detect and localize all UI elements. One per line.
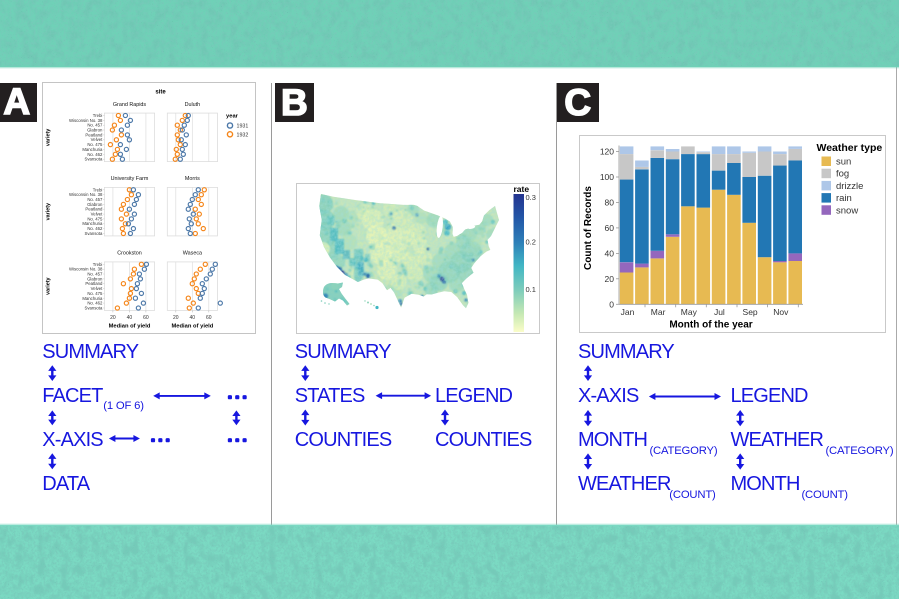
svg-text:variety: variety xyxy=(46,278,52,295)
svg-text:Manchuria: Manchuria xyxy=(82,147,103,152)
svg-text:Nov: Nov xyxy=(773,307,789,317)
svg-text:Duluth: Duluth xyxy=(185,102,201,108)
svg-text:Velvet: Velvet xyxy=(91,212,104,217)
svg-text:1932: 1932 xyxy=(237,132,249,138)
svg-text:40: 40 xyxy=(190,315,196,321)
svg-text:Crookston: Crookston xyxy=(117,251,142,257)
svg-text:Median of yield: Median of yield xyxy=(171,323,213,329)
svg-text:20: 20 xyxy=(173,315,179,321)
svg-text:No. 462: No. 462 xyxy=(87,226,103,231)
svg-text:1931: 1931 xyxy=(237,124,249,130)
svg-text:variety: variety xyxy=(46,203,52,220)
svg-text:Waseca: Waseca xyxy=(183,251,202,257)
svg-text:University Farm: University Farm xyxy=(111,176,149,182)
svg-text:0.2: 0.2 xyxy=(526,238,536,247)
svg-text:No. 462: No. 462 xyxy=(87,152,103,157)
svg-text:40: 40 xyxy=(605,248,615,258)
svg-text:rain: rain xyxy=(836,193,852,204)
svg-text:Glabron: Glabron xyxy=(87,276,103,281)
svg-text:Peatland: Peatland xyxy=(85,207,103,212)
svg-text:Jan: Jan xyxy=(621,307,635,317)
svg-text:40: 40 xyxy=(127,315,133,321)
svg-text:0.1: 0.1 xyxy=(526,285,536,294)
svg-text:Velvet: Velvet xyxy=(91,137,104,142)
svg-text:Wisconsin No. 38: Wisconsin No. 38 xyxy=(69,118,103,123)
svg-text:rate: rate xyxy=(514,184,530,194)
svg-text:No. 475: No. 475 xyxy=(87,291,103,296)
svg-text:60: 60 xyxy=(143,315,149,321)
svg-text:20: 20 xyxy=(605,274,615,284)
svg-text:snow: snow xyxy=(836,205,858,216)
svg-text:Weather type: Weather type xyxy=(817,142,883,154)
svg-text:20: 20 xyxy=(110,315,116,321)
svg-text:Peatland: Peatland xyxy=(85,132,103,137)
svg-text:Velvet: Velvet xyxy=(91,286,104,291)
svg-text:variety: variety xyxy=(46,129,52,146)
svg-text:site: site xyxy=(155,90,166,96)
svg-text:Glabron: Glabron xyxy=(87,202,103,207)
svg-text:Morris: Morris xyxy=(185,176,200,182)
svg-text:Jul: Jul xyxy=(714,307,725,317)
svg-text:120: 120 xyxy=(600,147,614,157)
svg-text:year: year xyxy=(226,114,239,120)
svg-text:Grand Rapids: Grand Rapids xyxy=(113,102,147,108)
svg-text:fog: fog xyxy=(836,169,849,180)
svg-text:Svansota: Svansota xyxy=(84,157,103,162)
svg-text:sun: sun xyxy=(836,157,851,168)
svg-text:Month of the year: Month of the year xyxy=(669,320,752,331)
svg-text:No. 457: No. 457 xyxy=(87,272,103,277)
svg-text:Glabron: Glabron xyxy=(87,128,103,133)
svg-text:Svansota: Svansota xyxy=(84,231,103,236)
svg-text:Manchuria: Manchuria xyxy=(82,221,103,226)
svg-text:60: 60 xyxy=(605,223,615,233)
svg-text:No. 475: No. 475 xyxy=(87,216,103,221)
svg-text:Sep: Sep xyxy=(743,307,758,317)
svg-text:drizzle: drizzle xyxy=(836,181,863,192)
svg-text:Wisconsin No. 38: Wisconsin No. 38 xyxy=(69,192,103,197)
svg-text:No. 457: No. 457 xyxy=(87,123,103,128)
svg-text:Mar: Mar xyxy=(651,307,666,317)
svg-text:Trebi: Trebi xyxy=(93,113,103,118)
svg-text:No. 457: No. 457 xyxy=(87,197,103,202)
svg-text:0.3: 0.3 xyxy=(526,193,536,202)
svg-text:80: 80 xyxy=(605,198,615,208)
svg-text:No. 475: No. 475 xyxy=(87,142,103,147)
svg-text:May: May xyxy=(681,307,698,317)
svg-text:Peatland: Peatland xyxy=(85,281,103,286)
svg-text:Count of Records: Count of Records xyxy=(583,186,594,270)
svg-text:No. 462: No. 462 xyxy=(87,301,103,306)
svg-text:Trebi: Trebi xyxy=(93,187,103,192)
svg-text:0: 0 xyxy=(609,299,614,309)
svg-text:60: 60 xyxy=(206,315,212,321)
svg-text:Svansota: Svansota xyxy=(84,306,103,311)
svg-text:Median of yield: Median of yield xyxy=(109,323,151,329)
svg-text:100: 100 xyxy=(600,172,614,182)
svg-text:Trebi: Trebi xyxy=(93,262,103,267)
svg-text:Manchuria: Manchuria xyxy=(82,296,103,301)
svg-text:Wisconsin No. 38: Wisconsin No. 38 xyxy=(69,267,103,272)
